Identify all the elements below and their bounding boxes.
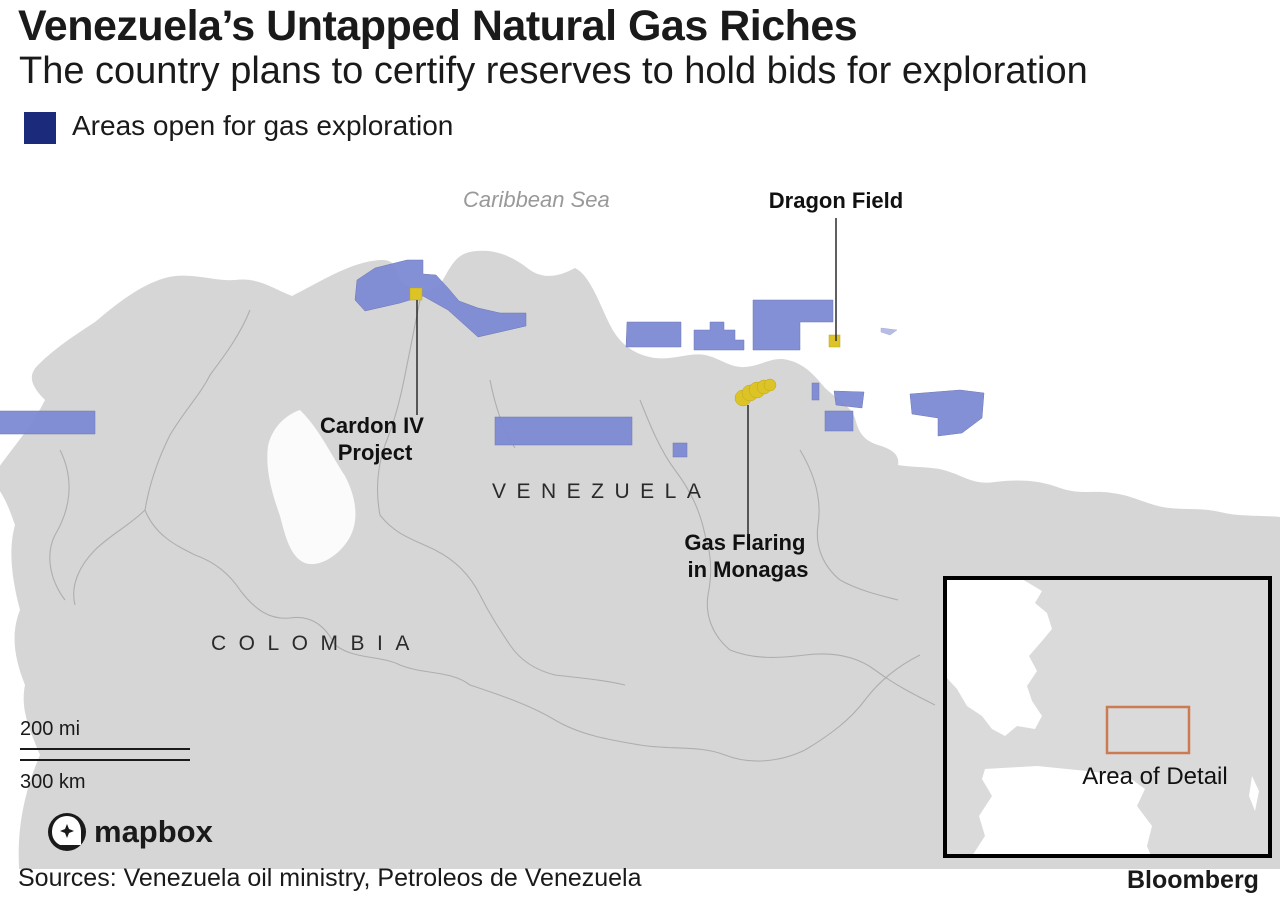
svg-text:Dragon Field: Dragon Field xyxy=(769,188,903,213)
svg-text:VENEZUELA: VENEZUELA xyxy=(492,480,711,503)
svg-text:Area of Detail: Area of Detail xyxy=(1082,763,1227,790)
svg-text:200 mi: 200 mi xyxy=(20,718,80,740)
svg-text:Caribbean Sea: Caribbean Sea xyxy=(463,187,610,212)
svg-text:COLOMBIA: COLOMBIA xyxy=(211,632,422,655)
svg-text:300 km: 300 km xyxy=(20,771,86,793)
svg-text:mapbox: mapbox xyxy=(94,814,214,849)
